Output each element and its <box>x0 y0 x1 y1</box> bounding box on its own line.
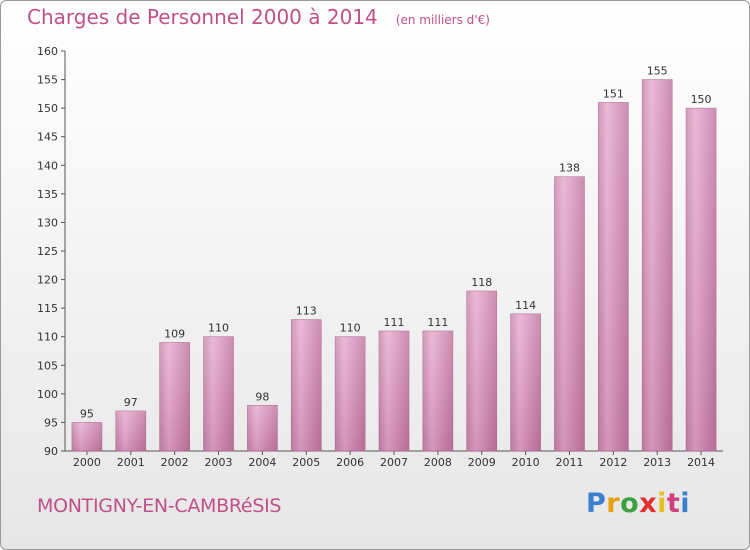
data-label: 110 <box>208 322 229 335</box>
chart-subtitle: (en milliers d'€) <box>395 13 490 27</box>
x-tick-label: 2009 <box>468 456 496 469</box>
bar-shade <box>686 108 717 452</box>
logo-letter: r <box>606 488 621 519</box>
bar-shade <box>510 313 541 451</box>
x-tick-label: 2008 <box>424 456 452 469</box>
city-name: MONTIGNY-EN-CAMBRéSIS <box>37 495 282 517</box>
y-tick-label: 110 <box>37 331 58 344</box>
bar-shade <box>379 331 409 451</box>
data-label: 118 <box>471 276 492 289</box>
y-tick-label: 105 <box>37 359 58 372</box>
x-tick-label: 2012 <box>599 456 627 469</box>
y-tick-label: 135 <box>37 188 58 201</box>
chart-axes: 90 95 100 105 110 115 120 125 130 135 140 145 150 155… <box>37 45 723 469</box>
y-tick-label: 155 <box>37 74 58 87</box>
x-tick-label: 2014 <box>687 456 715 469</box>
logo-letter: o <box>620 488 640 519</box>
chart-title: Charges de Personnel 2000 à 2014 (en mill… <box>27 5 490 29</box>
x-tick-label: 2005 <box>292 456 320 469</box>
bar-shade <box>291 319 322 451</box>
data-label: 97 <box>124 396 138 409</box>
y-tick-label: 145 <box>37 131 58 144</box>
y-tick-label: 160 <box>37 45 58 58</box>
x-tick-label: 2010 <box>512 456 540 469</box>
x-tick-label: 2000 <box>73 456 101 469</box>
proxiti-logo[interactable]: Proxiti <box>586 488 690 519</box>
logo-letter: i <box>680 488 691 519</box>
data-label: 151 <box>603 87 624 100</box>
logo-letter: t <box>666 488 681 519</box>
y-tick-label: 100 <box>37 388 58 401</box>
x-tick-label: 2013 <box>643 456 671 469</box>
data-label: 98 <box>255 390 269 403</box>
logo-letter: i <box>657 488 667 519</box>
data-label: 95 <box>80 407 94 420</box>
x-tick-label: 2001 <box>117 456 145 469</box>
x-tick-label: 2002 <box>161 456 189 469</box>
y-tick-label: 115 <box>37 302 58 315</box>
data-label: 138 <box>559 162 580 175</box>
chart-data-labels: 95 97 109 110 98 113 110 111 111 118 114 138 151 155 1… <box>80 65 712 421</box>
bar-shade <box>554 176 585 451</box>
y-tick-label: 90 <box>44 445 58 458</box>
bar-shade <box>247 405 278 451</box>
bar-shade <box>159 342 190 451</box>
logo-letter: P <box>586 488 607 519</box>
bar-shade <box>422 331 453 451</box>
bar-shade <box>203 336 234 451</box>
data-label: 111 <box>427 316 448 329</box>
chart-title-text: Charges de Personnel 2000 à 2014 <box>27 5 378 29</box>
x-tick-label: 2004 <box>248 456 276 469</box>
y-tick-label: 130 <box>37 216 58 229</box>
y-tick-label: 120 <box>37 274 58 287</box>
x-tick-label: 2006 <box>336 456 364 469</box>
data-label: 109 <box>164 327 185 340</box>
bar-shade <box>466 291 497 451</box>
y-tick-label: 140 <box>37 159 58 172</box>
data-label: 110 <box>340 322 361 335</box>
data-label: 155 <box>647 65 668 78</box>
bar-shade <box>71 422 102 451</box>
data-label: 111 <box>384 316 405 329</box>
x-tick-label: 2003 <box>205 456 233 469</box>
y-tick-label: 95 <box>44 416 58 429</box>
y-tick-label: 150 <box>37 102 58 115</box>
bar-shade <box>598 102 629 451</box>
x-tick-label: 2011 <box>555 456 583 469</box>
y-tick-label: 125 <box>37 245 58 258</box>
bar-shade <box>335 336 366 451</box>
data-label: 114 <box>515 299 536 312</box>
x-tick-label: 2007 <box>380 456 408 469</box>
bar-shade <box>115 411 146 451</box>
data-label: 113 <box>296 305 317 318</box>
data-label: 150 <box>691 93 712 106</box>
logo-letter: x <box>639 488 658 519</box>
chart-bars <box>71 79 717 452</box>
bar-shade <box>642 79 673 452</box>
